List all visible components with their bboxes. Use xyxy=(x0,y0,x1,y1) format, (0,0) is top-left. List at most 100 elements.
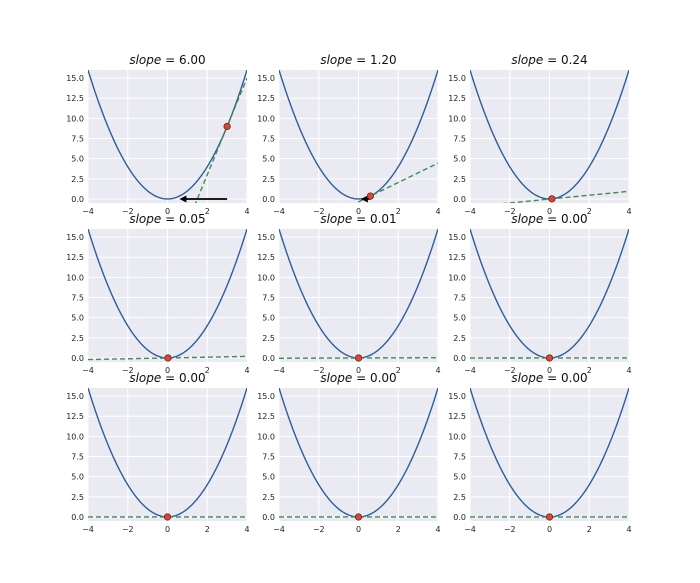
y-tick-label: 10.0 xyxy=(448,114,466,123)
y-tick-label: 10.0 xyxy=(66,273,84,282)
subplot-8: −4 −2 0 2 4 0.0 2.5 5.0 7.5 10.0 12.5 15.0 slope = 0… xyxy=(257,371,440,534)
x-tick-label: 0 xyxy=(356,525,361,534)
y-tick-label: 15.0 xyxy=(257,392,275,401)
y-tick-label: 5.0 xyxy=(453,155,466,164)
x-tick-label: −2 xyxy=(313,525,325,534)
y-tick-label: 10.0 xyxy=(448,273,466,282)
x-tick-label: 4 xyxy=(435,207,440,216)
x-tick-label: 4 xyxy=(626,207,631,216)
parabola-line xyxy=(279,70,438,200)
y-tick-label: 7.5 xyxy=(262,453,275,462)
y-tick-label: 12.5 xyxy=(448,253,466,262)
y-tick-label: 7.5 xyxy=(262,294,275,303)
x-tick-label: 2 xyxy=(205,525,210,534)
x-tick-label: −4 xyxy=(464,207,476,216)
title-variable: slope xyxy=(129,53,161,67)
title-value: = 0.00 xyxy=(352,371,396,385)
subplot-3: −4 −2 0 2 4 0.0 2.5 5.0 7.5 10.0 12.5 15.0 slope = 0… xyxy=(448,53,631,216)
subplot-title: slope = 0.00 xyxy=(511,371,587,385)
x-tick-label: 0 xyxy=(356,207,361,216)
y-tick-label: 15.0 xyxy=(66,74,84,83)
y-tick-label: 2.5 xyxy=(453,175,466,184)
y-tick-label: 12.5 xyxy=(257,412,275,421)
x-tick-label: 4 xyxy=(626,366,631,375)
x-tick-label: −2 xyxy=(504,366,516,375)
y-tick-label: 7.5 xyxy=(453,135,466,144)
y-tick-label: 10.0 xyxy=(257,114,275,123)
title-variable: slope xyxy=(320,212,352,226)
x-tick-label: 4 xyxy=(244,525,249,534)
subplot-title: slope = 0.00 xyxy=(320,371,396,385)
parabola-line xyxy=(88,70,247,200)
x-tick-label: −2 xyxy=(504,207,516,216)
y-tick-label: 2.5 xyxy=(453,334,466,343)
title-variable: slope xyxy=(511,212,543,226)
x-tick-label: −2 xyxy=(313,207,325,216)
y-tick-label: 5.0 xyxy=(262,473,275,482)
subplot-title: slope = 0.01 xyxy=(320,212,396,226)
subplot-7: −4 −2 0 2 4 0.0 2.5 5.0 7.5 10.0 12.5 15.0 slope = 0… xyxy=(66,371,249,534)
x-tick-label: 0 xyxy=(356,366,361,375)
y-tick-label: 12.5 xyxy=(448,94,466,103)
subplot-title: slope = 0.05 xyxy=(129,212,205,226)
y-tick-label: 7.5 xyxy=(71,453,84,462)
title-variable: slope xyxy=(511,371,543,385)
y-tick-label: 7.5 xyxy=(71,135,84,144)
current-point xyxy=(548,195,556,203)
tangent-line xyxy=(88,355,247,361)
current-point xyxy=(545,354,554,362)
subplot-title: slope = 6.00 xyxy=(129,53,205,67)
y-tick-label: 5.0 xyxy=(262,155,275,164)
y-tick-label: 0.0 xyxy=(453,513,466,522)
x-tick-label: 2 xyxy=(396,207,401,216)
y-tick-label: 2.5 xyxy=(262,493,275,502)
y-tick-label: 10.0 xyxy=(448,432,466,441)
y-tick-label: 5.0 xyxy=(71,473,84,482)
subplot-2: −4 −2 0 2 4 0.0 2.5 5.0 7.5 10.0 12.5 15.0 slope = 1… xyxy=(257,53,440,216)
y-tick-label: 5.0 xyxy=(453,314,466,323)
x-tick-label: 2 xyxy=(396,366,401,375)
title-variable: slope xyxy=(511,53,543,67)
title-value: = 0.01 xyxy=(352,212,396,226)
y-tick-label: 0.0 xyxy=(71,195,84,204)
x-tick-label: −4 xyxy=(464,366,476,375)
x-tick-label: −2 xyxy=(122,366,134,375)
x-tick-label: −4 xyxy=(273,207,285,216)
subplot-4: −4 −2 0 2 4 0.0 2.5 5.0 7.5 10.0 12.5 15.0 slope = 0… xyxy=(66,212,249,375)
y-tick-label: 0.0 xyxy=(71,354,84,363)
y-tick-label: 5.0 xyxy=(262,314,275,323)
x-tick-label: 2 xyxy=(587,525,592,534)
y-tick-label: 10.0 xyxy=(257,273,275,282)
y-tick-label: 15.0 xyxy=(66,392,84,401)
y-tick-label: 2.5 xyxy=(71,493,84,502)
y-tick-label: 15.0 xyxy=(257,74,275,83)
y-tick-label: 0.0 xyxy=(262,195,275,204)
y-tick-label: 0.0 xyxy=(71,513,84,522)
x-tick-label: −2 xyxy=(313,366,325,375)
y-tick-label: 15.0 xyxy=(448,233,466,242)
y-tick-label: 10.0 xyxy=(257,432,275,441)
y-tick-label: 0.0 xyxy=(262,354,275,363)
y-tick-label: 7.5 xyxy=(453,453,466,462)
x-tick-label: 2 xyxy=(396,525,401,534)
x-tick-label: 0 xyxy=(165,525,170,534)
current-point xyxy=(164,354,172,362)
title-value: = 0.00 xyxy=(161,371,205,385)
y-tick-label: 5.0 xyxy=(453,473,466,482)
title-variable: slope xyxy=(320,53,352,67)
subplot-6: −4 −2 0 2 4 0.0 2.5 5.0 7.5 10.0 12.5 15.0 slope = 0… xyxy=(448,212,631,375)
y-tick-label: 2.5 xyxy=(262,334,275,343)
x-tick-label: −2 xyxy=(122,525,134,534)
tangent-line xyxy=(279,356,438,359)
current-point xyxy=(545,513,554,521)
x-tick-label: 0 xyxy=(547,366,552,375)
y-tick-label: 2.5 xyxy=(71,334,84,343)
x-tick-label: 4 xyxy=(435,366,440,375)
x-tick-label: 2 xyxy=(205,366,210,375)
x-tick-label: 0 xyxy=(547,207,552,216)
y-tick-label: 10.0 xyxy=(66,432,84,441)
x-tick-label: −4 xyxy=(273,366,285,375)
y-tick-label: 12.5 xyxy=(257,253,275,262)
y-tick-label: 15.0 xyxy=(257,233,275,242)
current-point xyxy=(223,122,231,131)
